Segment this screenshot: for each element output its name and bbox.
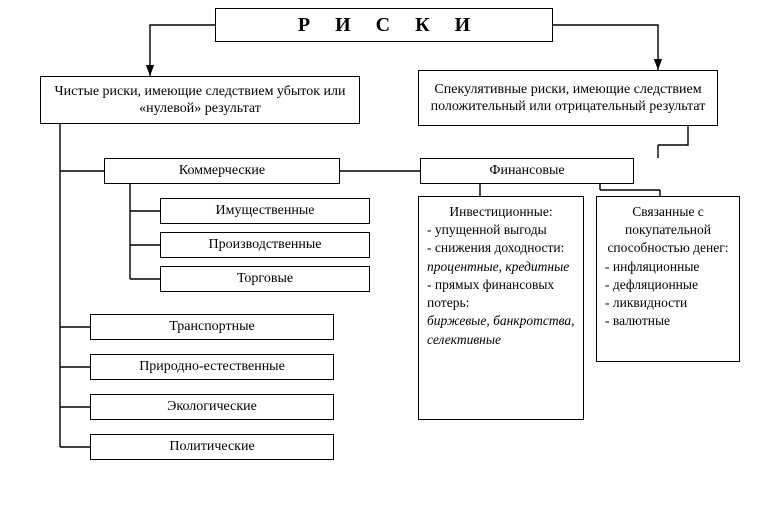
investment-box: Инвестиционные: - упущенной выгоды - сни… bbox=[418, 196, 584, 420]
pure-other-3: Политические bbox=[90, 434, 334, 460]
title-box: Р И С К И bbox=[215, 8, 553, 42]
investment-l3-em: процентные, кредитные bbox=[427, 259, 569, 274]
purchasing-box: Связанные с покупательной способностью д… bbox=[596, 196, 740, 362]
commercial-child-1: Производственные bbox=[160, 232, 370, 258]
speculative-risks-box: Спекулятивные риски, имеющие следствием … bbox=[418, 70, 718, 126]
pure-other-1: Природно-естественные bbox=[90, 354, 334, 380]
investment-l2: - снижения доходности: bbox=[427, 239, 575, 257]
investment-l3: процентные, кредитные bbox=[427, 258, 575, 276]
commercial-child-0-label: Имущественные bbox=[216, 202, 315, 220]
purchasing-item-2: - ликвидности bbox=[605, 294, 731, 312]
commercial-child-0: Имущественные bbox=[160, 198, 370, 224]
investment-l1: - упущенной выгоды bbox=[427, 221, 575, 239]
purchasing-header: Связанные с покупательной способностью д… bbox=[605, 203, 731, 258]
pure-other-0-label: Транспортные bbox=[169, 318, 254, 336]
purchasing-item-3: - валютные bbox=[605, 312, 731, 330]
commercial-child-2: Торговые bbox=[160, 266, 370, 292]
commercial-label: Коммерческие bbox=[179, 162, 265, 180]
pure-risks-text: Чистые риски, имеющие следствием убыток … bbox=[47, 83, 353, 118]
purchasing-item-1: - дефляционные bbox=[605, 276, 731, 294]
pure-other-2: Экологические bbox=[90, 394, 334, 420]
pure-other-2-label: Экологические bbox=[167, 398, 257, 416]
investment-l4: - прямых финансовых потерь: bbox=[427, 276, 575, 312]
investment-l5-em: биржевые, банкротства, селективные bbox=[427, 313, 575, 346]
pure-other-1-label: Природно-естественные bbox=[139, 358, 285, 376]
investment-l5: биржевые, банкротства, селективные bbox=[427, 312, 575, 348]
investment-header: Инвестиционные: bbox=[427, 203, 575, 221]
speculative-risks-text: Спекулятивные риски, имеющие следствием … bbox=[425, 81, 711, 116]
pure-other-3-label: Политические bbox=[169, 438, 254, 456]
financial-box: Финансовые bbox=[420, 158, 634, 184]
commercial-child-1-label: Производственные bbox=[208, 236, 321, 254]
commercial-child-2-label: Торговые bbox=[237, 270, 293, 288]
pure-other-0: Транспортные bbox=[90, 314, 334, 340]
purchasing-item-0: - инфляционные bbox=[605, 258, 731, 276]
commercial-box: Коммерческие bbox=[104, 158, 340, 184]
financial-label: Финансовые bbox=[489, 162, 564, 180]
pure-risks-box: Чистые риски, имеющие следствием убыток … bbox=[40, 76, 360, 124]
title-text: Р И С К И bbox=[298, 13, 480, 38]
